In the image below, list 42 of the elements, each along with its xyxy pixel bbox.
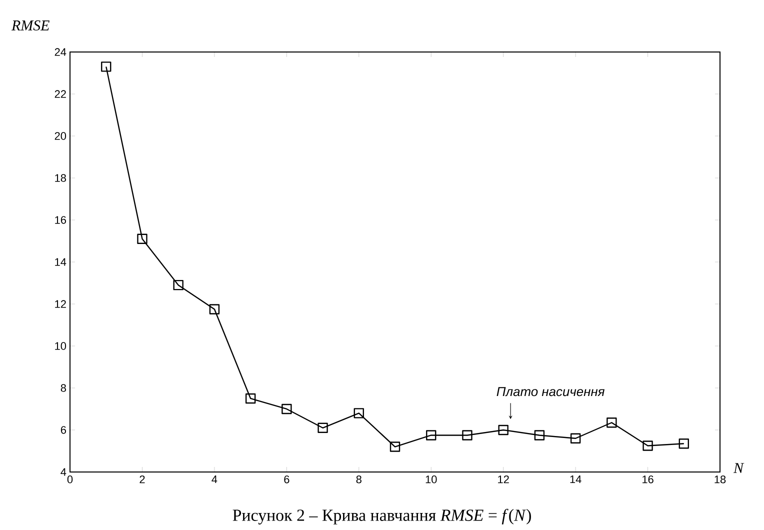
point [426,430,436,440]
point [462,430,472,440]
text: Рисунок 2 – Крива навчання RMSE = f(N) [232,508,531,524]
y-tick-label: 10 [55,342,66,350]
x-tick-label: 16 [642,476,654,484]
y-tick-label: 8 [60,384,66,392]
y-tick-label: 22 [54,90,66,98]
x-tick-label: 8 [356,476,362,484]
point [209,304,220,314]
x-tick-label: 10 [426,476,437,484]
y-tick-label: 12 [55,300,66,308]
x-tick-label: 6 [284,476,290,484]
point [534,430,545,440]
x-tick-label: 0 [67,476,73,484]
y-tick-label: 24 [54,48,66,56]
point [101,62,112,72]
annotation: Плато насичення [496,387,604,396]
x-tick-label: 4 [212,476,218,484]
x-tick-label: 12 [498,476,509,484]
x-tick-label: 2 [140,476,145,484]
point [245,393,256,404]
point [282,404,292,414]
point [498,424,508,436]
y-tick-label: 18 [55,174,66,182]
point [318,422,328,433]
point [606,418,617,428]
x-axis-title: N [733,463,744,473]
point [390,442,400,452]
y-tick-label: 14 [55,258,66,266]
y-tick-label: 20 [54,132,66,140]
point [354,408,364,418]
point [570,433,581,444]
y-axis-title: RMSE [11,20,50,30]
x-tick-label: 18 [714,476,726,484]
x-tick-label: 14 [570,476,582,484]
point [678,438,689,449]
y-tick-label: 6 [60,426,66,434]
y-tick-label: 4 [60,468,66,476]
point [173,280,184,290]
point [137,234,148,244]
point [642,440,653,451]
y-tick-label: 16 [55,216,66,224]
